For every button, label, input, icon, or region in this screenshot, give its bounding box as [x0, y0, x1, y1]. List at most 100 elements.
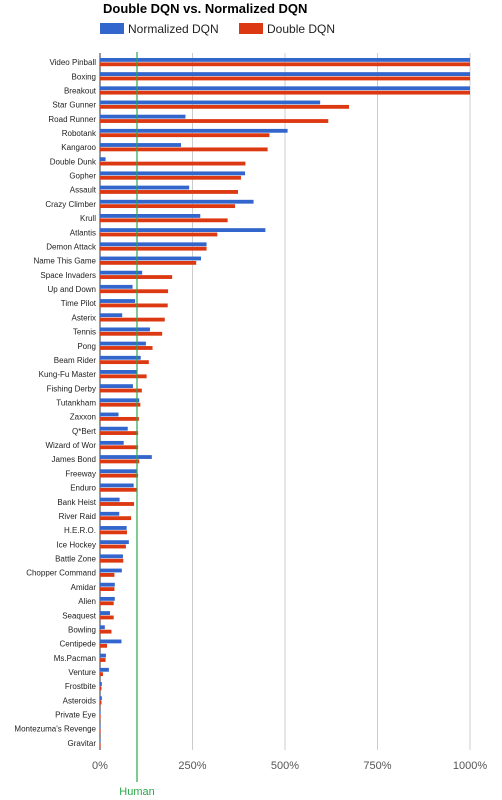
category-label-amidar: Amidar: [71, 583, 97, 592]
legend-swatch-double-dqn: [239, 23, 263, 34]
bar-normalized-dqn-chopper-command: [100, 568, 122, 573]
legend: Normalized DQN Double DQN: [100, 22, 335, 36]
category-label-alien: Alien: [78, 597, 96, 606]
x-tick-label: 250%: [178, 760, 206, 772]
bar-normalized-dqn-frostbite: [100, 682, 102, 686]
bar-normalized-dqn-h-e-r-o: [100, 526, 127, 530]
bar-double-dqn-asteroids: [100, 700, 102, 705]
x-axis-ticks: 0% 250% 500% 750% 1000%: [92, 760, 487, 772]
bar-normalized-dqn-montezuma-s-revenge: [100, 724, 101, 729]
bar-normalized-dqn-fishing-derby: [100, 384, 133, 389]
x-tick-label: 500%: [271, 760, 299, 772]
bar-normalized-dqn-video-pinball: [100, 57, 470, 62]
bar-double-dqn-venture: [100, 672, 103, 677]
bar-double-dqn-h-e-r-o: [100, 530, 128, 535]
category-label-up-and-down: Up and Down: [48, 285, 96, 294]
bar-normalized-dqn-ice-hockey: [100, 540, 129, 545]
bar-double-dqn-battle-zone: [100, 558, 124, 563]
bar-double-dqn-crazy-climber: [100, 204, 236, 209]
category-label-space-invaders: Space Invaders: [40, 271, 96, 280]
category-label-bank-heist: Bank Heist: [57, 498, 96, 507]
bar-normalized-dqn-time-pilot: [100, 299, 136, 303]
bar-normalized-dqn-amidar: [100, 582, 115, 587]
bar-double-dqn-breakout: [100, 90, 470, 95]
bar-double-dqn-bowling: [100, 629, 112, 634]
bar-double-dqn-demon-attack: [100, 246, 207, 251]
category-label-ice-hockey: Ice Hockey: [56, 540, 96, 549]
category-label-tennis: Tennis: [73, 328, 96, 337]
bar-normalized-dqn-double-dunk: [100, 157, 106, 162]
bar-double-dqn-ice-hockey: [100, 544, 126, 549]
bar-double-dqn-gravitar: [100, 743, 101, 748]
category-label-centipede: Centipede: [60, 640, 97, 649]
category-label-enduro: Enduro: [70, 484, 96, 493]
bar-normalized-dqn-centipede: [100, 639, 122, 644]
bar-double-dqn-tennis: [100, 331, 163, 336]
bar-double-dqn-montezuma-s-revenge: [100, 729, 101, 733]
bar-double-dqn-gopher: [100, 175, 241, 180]
category-label-breakout: Breakout: [64, 86, 97, 95]
bar-normalized-dqn-gopher: [100, 171, 246, 176]
bar-double-dqn-tutankham: [100, 402, 141, 407]
bar-normalized-dqn-space-invaders: [100, 270, 143, 275]
bar-double-dqn-star-gunner: [100, 104, 350, 109]
legend-label-double-dqn: Double DQN: [267, 22, 335, 36]
x-tick-label: 1000%: [453, 760, 487, 772]
category-label-pong: Pong: [77, 342, 96, 351]
category-label-boxing: Boxing: [72, 72, 96, 81]
bar-normalized-dqn-star-gunner: [100, 100, 321, 105]
bar-normalized-dqn-demon-attack: [100, 242, 207, 247]
bar-double-dqn-road-runner: [100, 119, 329, 123]
bar-double-dqn-q-bert: [100, 431, 139, 435]
bar-double-dqn-asterix: [100, 317, 165, 322]
category-label-kangaroo: Kangaroo: [61, 143, 96, 152]
bar-double-dqn-time-pilot: [100, 303, 168, 308]
category-label-ms-pacman: Ms.Pacman: [54, 654, 96, 663]
bar-double-dqn-boxing: [100, 76, 470, 81]
bar-normalized-dqn-tutankham: [100, 398, 140, 403]
bar-double-dqn-wizard-of-wor: [100, 445, 139, 450]
bar-normalized-dqn-wizard-of-wor: [100, 440, 124, 445]
bar-double-dqn-atlantis: [100, 232, 218, 237]
bar-double-dqn-krull: [100, 218, 228, 223]
category-label-james-bond: James Bond: [52, 455, 96, 464]
bar-double-dqn-seaquest: [100, 615, 114, 620]
bar-double-dqn-kangaroo: [100, 147, 268, 152]
bar-double-dqn-centipede: [100, 643, 108, 648]
category-label-krull: Krull: [80, 214, 96, 223]
category-label-wizard-of-wor: Wizard of Wor: [45, 441, 96, 450]
category-label-venture: Venture: [68, 668, 96, 677]
bar-double-dqn-up-and-down: [100, 289, 169, 294]
category-label-tutankham: Tutankham: [56, 399, 96, 408]
category-labels: Video Pinball Boxing Breakout Star Gunner Ro…: [14, 58, 97, 748]
bar-normalized-dqn-asterix: [100, 313, 123, 318]
bar-normalized-dqn-robotank: [100, 128, 288, 133]
category-label-name-this-game: Name This Game: [33, 257, 96, 266]
bar-normalized-dqn-assault: [100, 185, 190, 190]
category-label-asterix: Asterix: [72, 313, 96, 322]
bar-normalized-dqn-zaxxon: [100, 412, 119, 417]
category-label-beam-rider: Beam Rider: [54, 356, 97, 365]
bar-normalized-dqn-breakout: [100, 86, 470, 91]
category-label-asteroids: Asteroids: [63, 696, 96, 705]
category-label-seaquest: Seaquest: [62, 611, 97, 620]
bar-normalized-dqn-up-and-down: [100, 284, 133, 289]
bar-normalized-dqn-beam-rider: [100, 355, 141, 360]
category-label-chopper-command: Chopper Command: [26, 569, 96, 578]
bar-double-dqn-ms-pacman: [100, 658, 106, 662]
category-label-crazy-climber: Crazy Climber: [45, 200, 96, 209]
bar-normalized-dqn-battle-zone: [100, 554, 123, 559]
bar-double-dqn-video-pinball: [100, 62, 470, 67]
bar-double-dqn-name-this-game: [100, 260, 197, 265]
bar-normalized-dqn-road-runner: [100, 114, 186, 119]
bar-double-dqn-chopper-command: [100, 572, 115, 577]
bar-normalized-dqn-krull: [100, 214, 201, 218]
bar-normalized-dqn-tennis: [100, 327, 150, 332]
category-label-frostbite: Frostbite: [65, 682, 97, 691]
legend-swatch-normalized-dqn: [100, 23, 124, 34]
bar-normalized-dqn-gravitar: [100, 738, 101, 743]
bar-normalized-dqn-alien: [100, 596, 115, 601]
bars: [100, 57, 470, 748]
bar-normalized-dqn-private-eye: [100, 710, 101, 715]
